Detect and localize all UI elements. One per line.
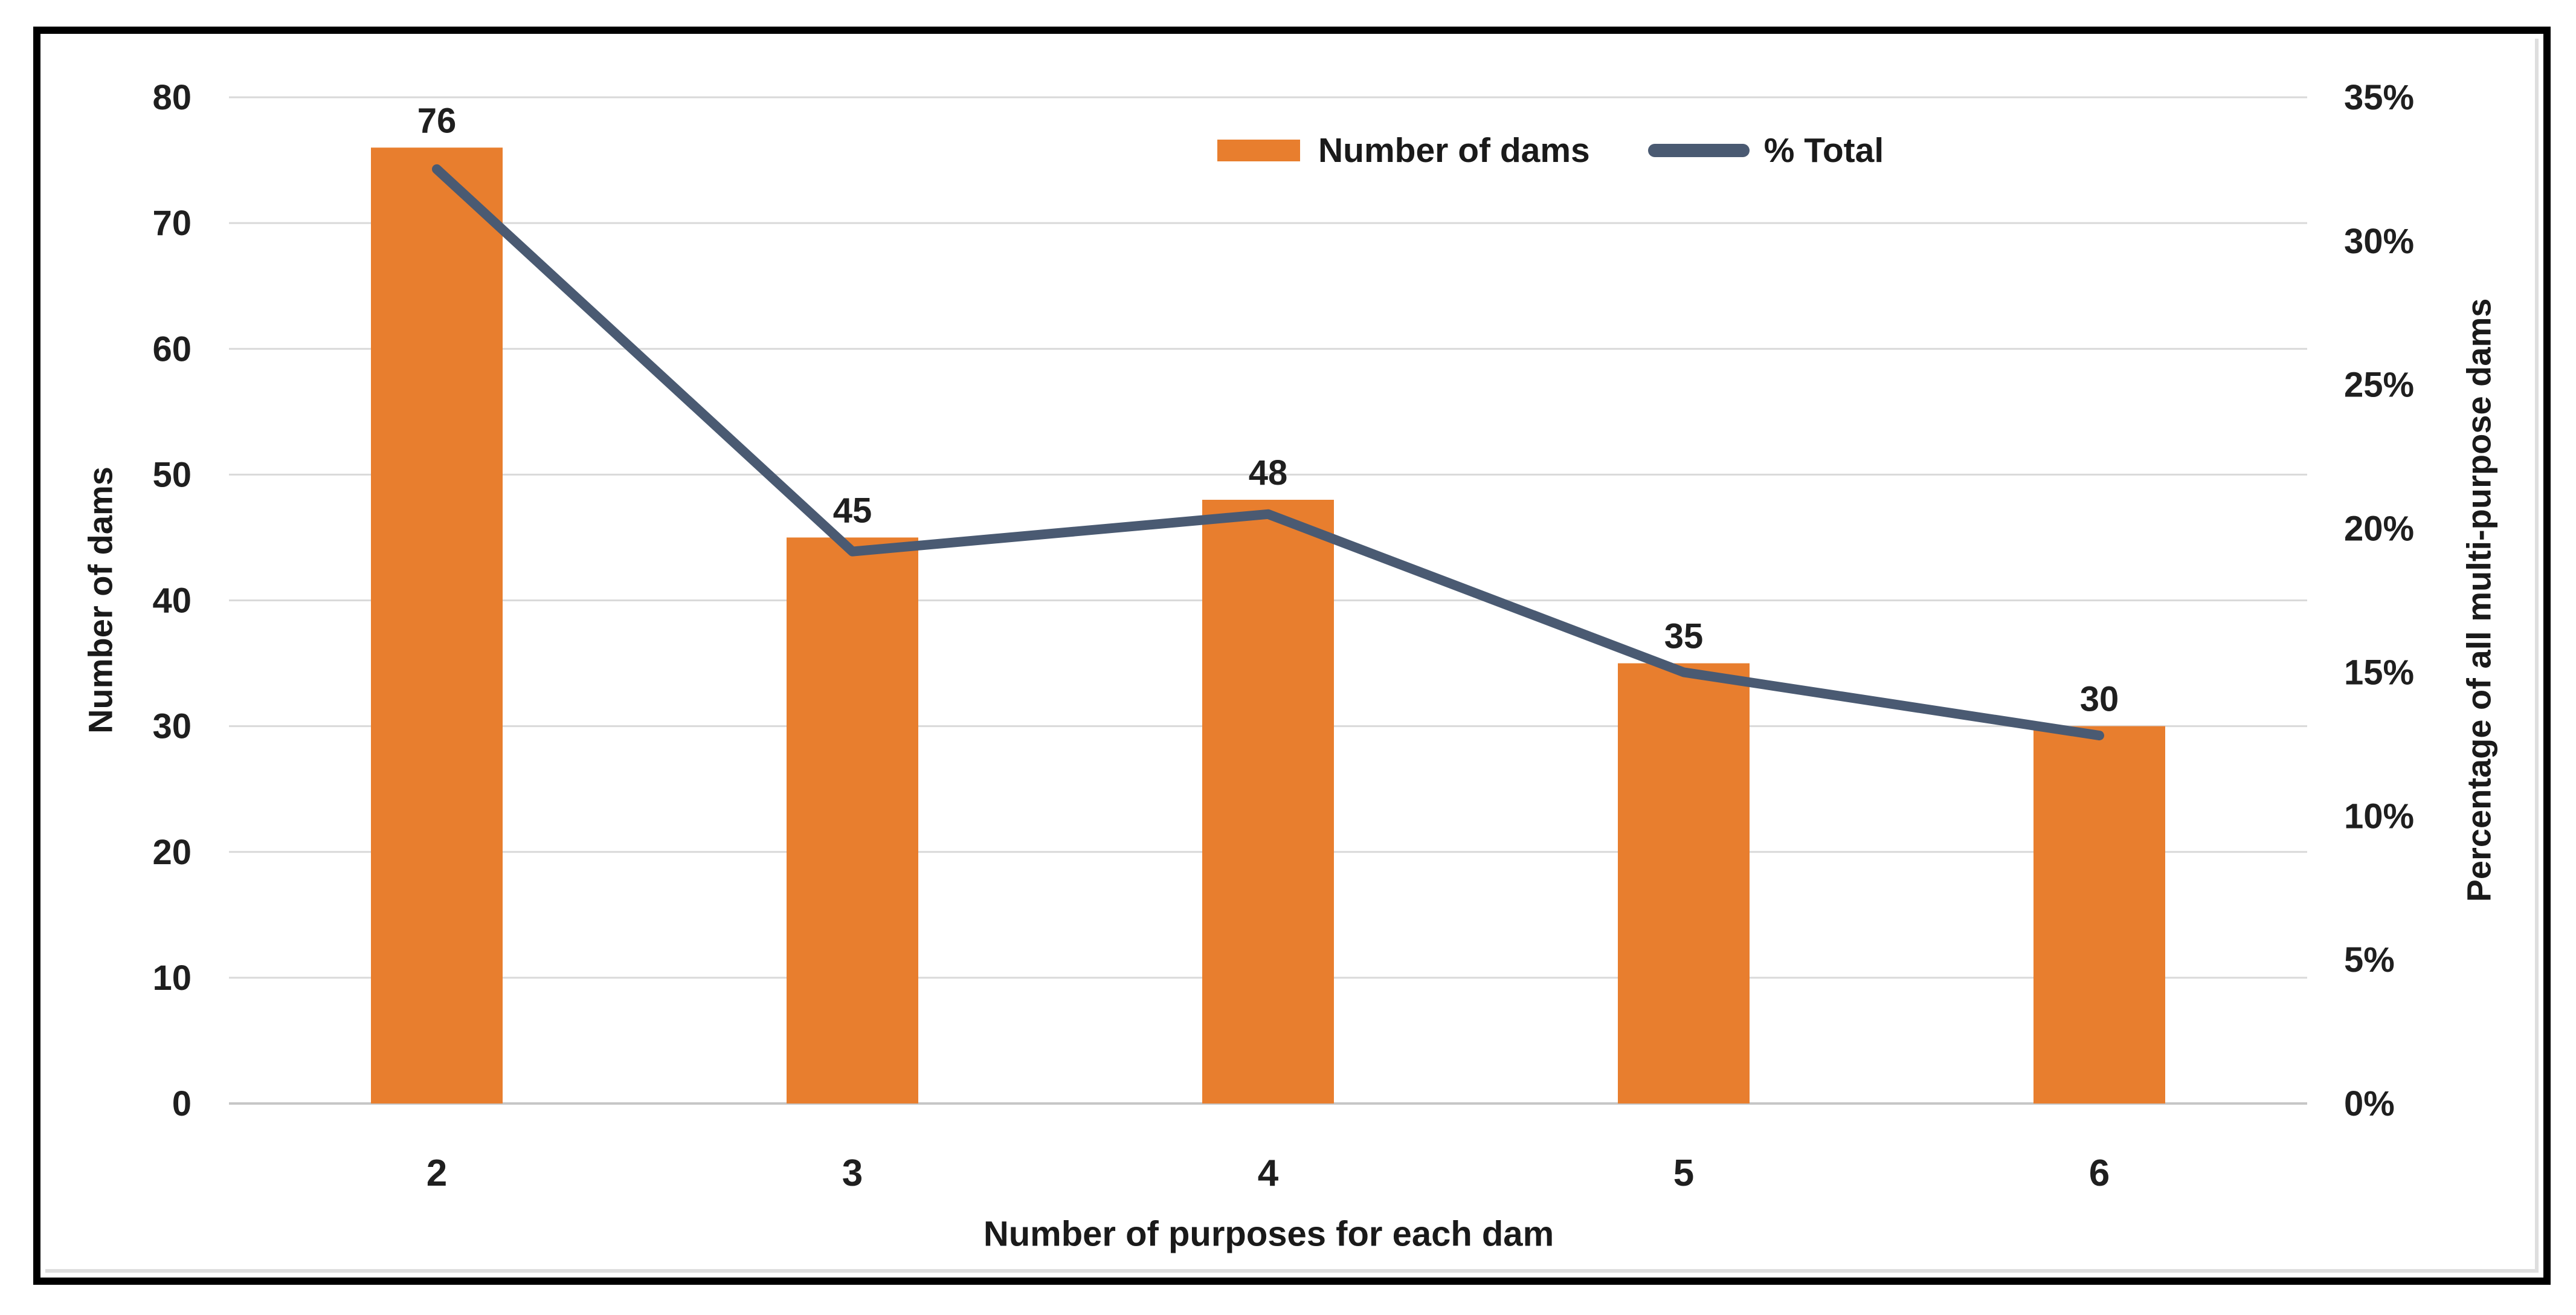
right-axis-tick-label: 20% [2344, 509, 2414, 549]
bar-3 [787, 537, 918, 1103]
bar-data-label: 76 [417, 101, 457, 140]
percent-total-line [432, 164, 2104, 741]
x-category-label: 3 [842, 1152, 863, 1194]
left-axis-tick-label: 30 [152, 707, 192, 746]
legend-bar-swatch-icon [1217, 140, 1300, 161]
right-axis-tick-label: 30% [2344, 222, 2414, 261]
bar-6 [2033, 726, 2165, 1103]
bar-5 [1618, 663, 1750, 1103]
right-axis-tick-label: 10% [2344, 796, 2414, 836]
bar-2 [371, 147, 503, 1103]
bar-data-label: 48 [1249, 453, 1288, 493]
x-category-label: 4 [1258, 1152, 1279, 1194]
legend-line-label: % Total [1763, 131, 1884, 170]
left-axis-tick-label: 50 [152, 455, 192, 494]
legend-bar-label: Number of dams [1318, 131, 1590, 170]
right-axis-tick-label: 35% [2344, 78, 2414, 117]
left-axis-tick-label: 20 [152, 833, 192, 872]
left-axis-tick-label: 40 [152, 581, 192, 621]
x-category-label: 6 [2089, 1152, 2110, 1194]
right-axis-tick-label: 5% [2344, 940, 2395, 980]
left-axis-title: Number of dams [81, 467, 120, 734]
left-axis-tick-label: 0 [172, 1084, 192, 1123]
chart-frame-border [33, 27, 2551, 1285]
left-axis-tick-label: 60 [152, 329, 192, 369]
right-axis-tick-label: 0% [2344, 1084, 2395, 1123]
x-axis-title: Number of purposes for each dam [983, 1214, 1554, 1254]
left-axis-tick-label: 70 [152, 204, 192, 243]
chart-inner-border [45, 39, 2539, 1273]
left-axis-tick-label: 80 [152, 78, 192, 117]
right-axis-title: Percentage of all multi-purpose dams [2459, 298, 2498, 902]
right-axis-tick-label: 15% [2344, 653, 2414, 692]
bar-data-label: 35 [1664, 617, 1704, 656]
bar-4 [1202, 500, 1334, 1103]
chart-legend: Number of dams % Total [1217, 131, 1884, 170]
bar-data-label: 45 [833, 491, 872, 530]
left-axis-tick-label: 10 [152, 958, 192, 998]
legend-line-swatch-icon [1647, 144, 1750, 157]
x-category-label: 2 [427, 1152, 447, 1194]
bar-data-label: 30 [2080, 680, 2119, 719]
right-axis-tick-label: 25% [2344, 366, 2414, 405]
x-category-label: 5 [1673, 1152, 1694, 1194]
